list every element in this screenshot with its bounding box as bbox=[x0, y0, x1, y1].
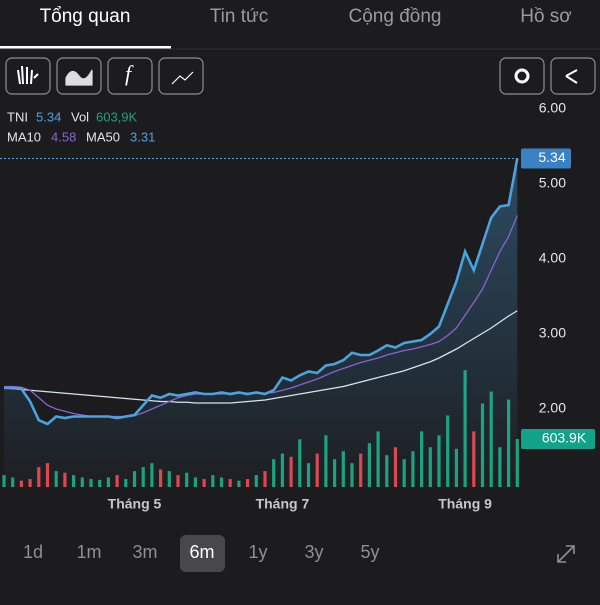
legend-value: 5.34 bbox=[36, 109, 61, 124]
volume-label: 603.9K bbox=[542, 430, 587, 446]
tab[interactable]: Tin tức bbox=[210, 6, 268, 27]
legend-name: TNI bbox=[7, 109, 28, 124]
tool-button[interactable] bbox=[499, 57, 545, 95]
legend-name: MA50 bbox=[86, 129, 120, 144]
tool-button[interactable] bbox=[56, 57, 102, 95]
toolbar: f bbox=[5, 57, 596, 95]
expand-icon[interactable] bbox=[557, 545, 575, 563]
tab[interactable]: Hồ sơ bbox=[520, 6, 572, 27]
last-price-box bbox=[521, 148, 571, 169]
range-button[interactable]: 3m bbox=[132, 542, 157, 562]
legend-value: 4.58 bbox=[51, 129, 76, 144]
legend-name: MA10 bbox=[7, 129, 41, 144]
tool-button[interactable] bbox=[5, 57, 51, 95]
range-button[interactable]: 6m bbox=[189, 542, 214, 562]
y-tick-label: 2.00 bbox=[539, 400, 566, 416]
tab[interactable]: Tổng quan bbox=[40, 6, 131, 27]
y-tick-label: 5.00 bbox=[539, 175, 566, 191]
tab-underline bbox=[0, 46, 171, 49]
y-tick-label: 6.00 bbox=[539, 100, 566, 116]
range-button[interactable]: 1d bbox=[23, 542, 43, 562]
price-area bbox=[4, 158, 518, 487]
range-selected bbox=[180, 535, 225, 572]
legend-value: 603,9K bbox=[96, 109, 138, 124]
x-tick-label: Tháng 7 bbox=[256, 496, 310, 512]
share-icon bbox=[565, 69, 578, 84]
tool-button[interactable] bbox=[107, 57, 153, 95]
tab[interactable]: Cộng đồng bbox=[349, 6, 442, 27]
ai-icon bbox=[171, 71, 194, 85]
range-button[interactable]: 5y bbox=[360, 542, 379, 562]
settings-icon bbox=[514, 68, 530, 84]
legend-value: 3.31 bbox=[130, 129, 155, 144]
range-button[interactable]: 1y bbox=[248, 542, 267, 562]
hand-icon bbox=[17, 65, 39, 85]
range-bar: 1d 1m 3m 6m 1y 3y 5y bbox=[23, 542, 380, 562]
tool-button[interactable] bbox=[550, 57, 596, 95]
x-tick-label: Tháng 9 bbox=[438, 496, 492, 512]
x-tick-label: Tháng 5 bbox=[108, 496, 162, 512]
tool-button[interactable] bbox=[158, 57, 204, 95]
fx-icon: f bbox=[125, 61, 134, 86]
area-icon bbox=[65, 69, 93, 86]
volume-bar bbox=[515, 438, 519, 487]
range-button[interactable]: 3y bbox=[304, 542, 323, 562]
last-price-label: 5.34 bbox=[538, 149, 565, 165]
plot: 2.00 3.00 4.00 5.00 6.00 Tháng 5 Tháng 7 Tháng … bbox=[0, 100, 595, 512]
legend-name: Vol bbox=[71, 109, 89, 124]
line-tni bbox=[4, 158, 519, 426]
volume-box bbox=[521, 428, 595, 449]
y-tick-label: 4.00 bbox=[539, 250, 566, 266]
legend: TNI 5.34 Vol 603,9K MA10 4.58 MA50 3.31 bbox=[7, 109, 155, 144]
y-tick-label: 3.00 bbox=[539, 325, 566, 341]
range-button[interactable]: 1m bbox=[76, 542, 101, 562]
line-ma50 bbox=[3, 310, 518, 404]
